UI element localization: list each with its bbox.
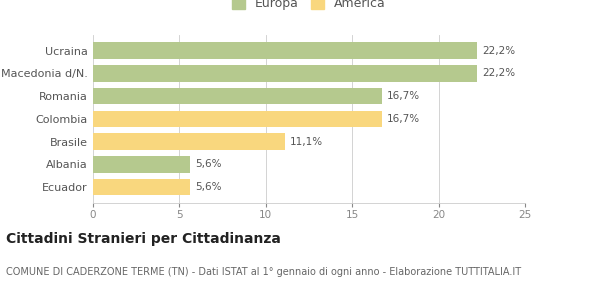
- Text: 16,7%: 16,7%: [387, 91, 420, 101]
- Bar: [93, 156, 190, 173]
- Text: 5,6%: 5,6%: [195, 182, 221, 192]
- Text: 22,2%: 22,2%: [482, 68, 515, 78]
- Bar: [93, 133, 285, 150]
- Bar: [93, 88, 382, 104]
- Text: 11,1%: 11,1%: [290, 137, 323, 147]
- Text: Cittadini Stranieri per Cittadinanza: Cittadini Stranieri per Cittadinanza: [6, 232, 281, 246]
- Text: COMUNE DI CADERZONE TERME (TN) - Dati ISTAT al 1° gennaio di ogni anno - Elabora: COMUNE DI CADERZONE TERME (TN) - Dati IS…: [6, 267, 521, 277]
- Text: 22,2%: 22,2%: [482, 46, 515, 56]
- Bar: [93, 179, 190, 195]
- Bar: [93, 111, 382, 127]
- Bar: [93, 42, 476, 59]
- Text: 5,6%: 5,6%: [195, 160, 221, 169]
- Bar: [93, 65, 476, 81]
- Text: 16,7%: 16,7%: [387, 114, 420, 124]
- Legend: Europa, America: Europa, America: [230, 0, 388, 12]
